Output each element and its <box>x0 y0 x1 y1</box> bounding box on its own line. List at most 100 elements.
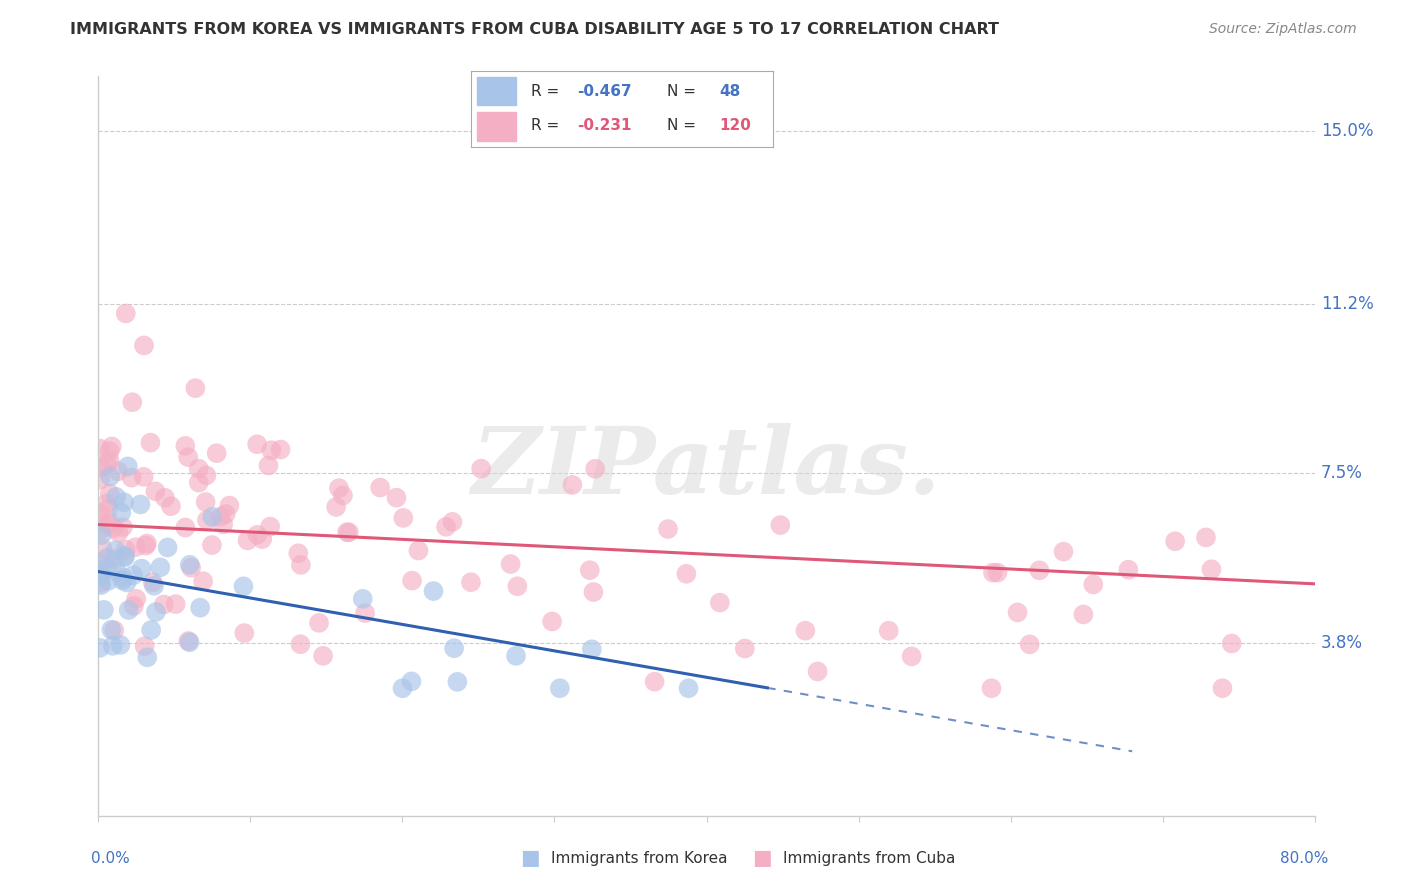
Point <box>97 574 120 588</box>
Point <box>98 469 121 483</box>
Text: N =: N = <box>668 119 702 134</box>
Point <box>201 538 224 552</box>
Point <box>385 491 408 505</box>
Point <box>470 461 492 475</box>
Point <box>290 637 312 651</box>
Point <box>125 540 148 554</box>
Point <box>325 500 347 514</box>
Point <box>678 681 700 696</box>
Point <box>90 578 112 592</box>
Point <box>90 460 112 475</box>
Point <box>1164 534 1187 549</box>
Text: 80.0%: 80.0% <box>1281 851 1329 865</box>
Text: IMMIGRANTS FROM KOREA VS IMMIGRANTS FROM CUBA DISABILITY AGE 5 TO 17 CORRELATION: IMMIGRANTS FROM KOREA VS IMMIGRANTS FROM… <box>70 22 1000 37</box>
Point <box>117 459 139 474</box>
Point <box>709 596 731 610</box>
Point <box>100 623 122 637</box>
Point <box>101 440 124 454</box>
Point <box>112 570 135 584</box>
Point <box>135 539 157 553</box>
Point <box>89 555 111 569</box>
Point <box>260 443 283 458</box>
Point <box>143 579 166 593</box>
Point <box>675 566 697 581</box>
Text: 48: 48 <box>718 85 740 99</box>
Point <box>90 576 112 591</box>
Point <box>179 558 201 572</box>
Point <box>132 338 155 352</box>
Point <box>131 561 153 575</box>
Point <box>89 473 111 487</box>
Point <box>129 498 152 512</box>
Point <box>101 639 124 653</box>
Text: -0.467: -0.467 <box>576 85 631 99</box>
Point <box>408 543 430 558</box>
Text: 15.0%: 15.0% <box>1320 121 1374 140</box>
Point <box>1083 577 1105 591</box>
Point <box>446 674 468 689</box>
Point <box>246 437 269 451</box>
Point <box>769 518 792 533</box>
Text: 11.2%: 11.2% <box>1320 295 1374 313</box>
Text: R =: R = <box>531 85 565 99</box>
Point <box>121 395 143 409</box>
Point <box>174 520 197 534</box>
Point <box>139 435 162 450</box>
Point <box>105 565 128 579</box>
Point <box>177 634 200 648</box>
Bar <box>477 112 516 141</box>
Point <box>443 641 465 656</box>
Point <box>1052 544 1074 558</box>
Point <box>96 457 118 471</box>
Point <box>336 525 359 540</box>
Point <box>581 642 603 657</box>
Point <box>232 579 254 593</box>
Point <box>1018 637 1040 651</box>
Text: 7.5%: 7.5% <box>1320 465 1362 483</box>
Point <box>506 579 529 593</box>
Point <box>1118 563 1140 577</box>
Point <box>806 665 828 679</box>
Point <box>96 550 118 565</box>
Point <box>114 549 136 563</box>
Point <box>156 541 179 555</box>
Point <box>103 521 125 535</box>
Point <box>401 674 423 689</box>
Text: 3.8%: 3.8% <box>1320 633 1362 651</box>
Point <box>541 615 564 629</box>
Point <box>194 495 217 509</box>
Point <box>125 591 148 606</box>
Point <box>1073 607 1095 622</box>
Point <box>97 501 120 516</box>
Point <box>117 603 139 617</box>
Point <box>391 681 413 696</box>
Point <box>209 509 232 524</box>
Point <box>115 575 138 590</box>
Point <box>114 542 136 557</box>
Point <box>368 481 391 495</box>
Point <box>89 442 111 456</box>
Point <box>98 444 121 458</box>
Point <box>980 681 1002 696</box>
Point <box>112 495 135 509</box>
Text: ZIPatlas.: ZIPatlas. <box>471 423 942 513</box>
Point <box>1201 562 1223 576</box>
Point <box>218 499 240 513</box>
Point <box>205 446 228 460</box>
Text: 0.0%: 0.0% <box>91 851 131 865</box>
Text: 120: 120 <box>718 119 751 134</box>
Point <box>561 478 583 492</box>
Point <box>145 605 167 619</box>
Point <box>114 306 136 320</box>
Text: N =: N = <box>668 85 702 99</box>
Point <box>89 516 111 530</box>
Point <box>1220 636 1243 650</box>
Point <box>180 560 202 574</box>
Text: ■: ■ <box>752 848 772 868</box>
Point <box>153 491 176 505</box>
Point <box>179 635 201 649</box>
Point <box>337 525 360 540</box>
Point <box>188 600 211 615</box>
Point <box>187 461 209 475</box>
Point <box>434 520 457 534</box>
